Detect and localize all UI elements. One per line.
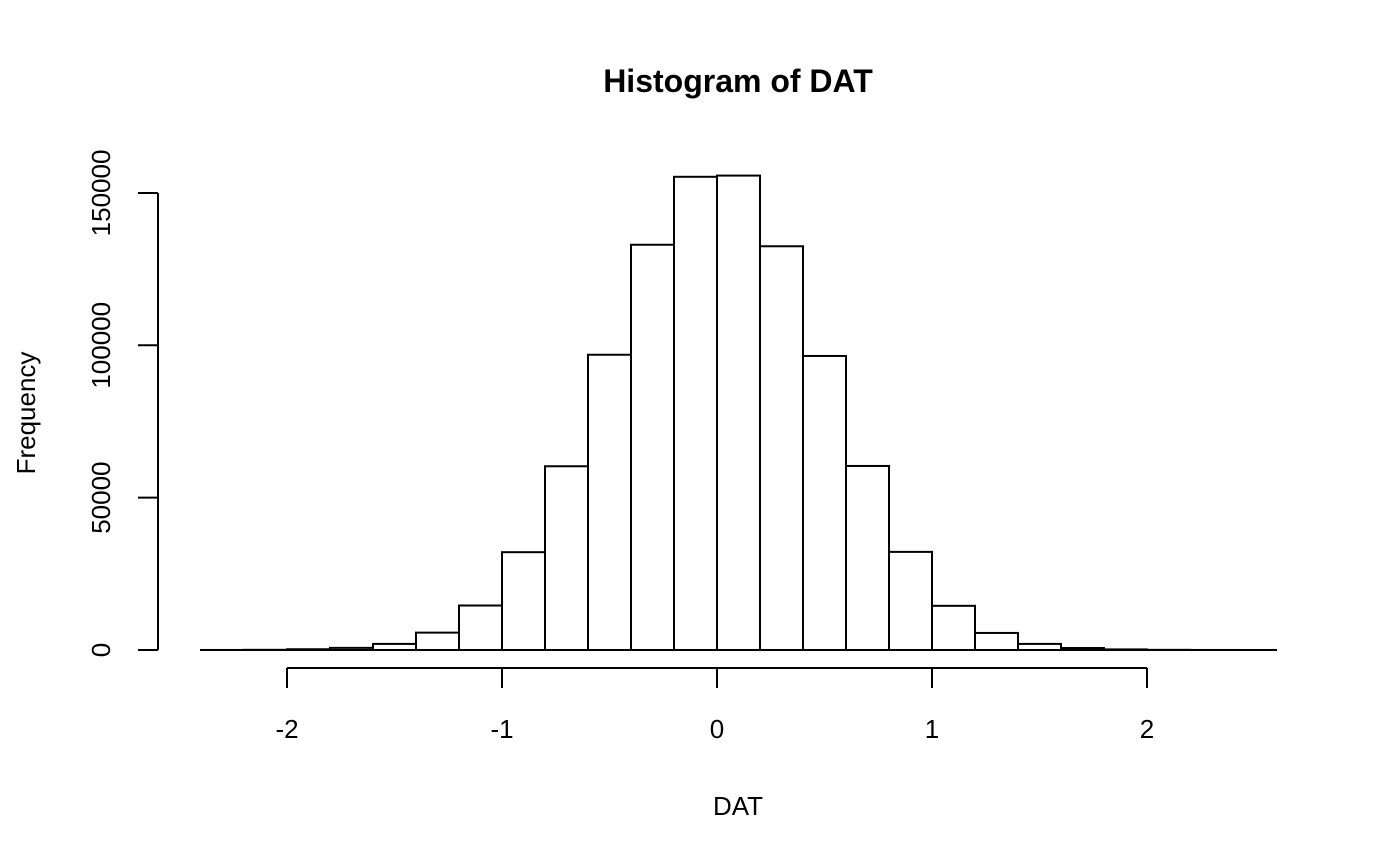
x-axis: -2 -1 0 1 2 [275,667,1154,744]
y-tick-label-0: 0 [86,643,116,657]
bars-group [200,174,1277,652]
histogram-bar-7 [501,551,546,651]
chart-title: Histogram of DAT [603,63,873,99]
x-tick-label-0: -2 [275,714,298,744]
histogram-bar-14 [802,354,847,651]
histogram-bar-11 [673,175,718,652]
histogram-bar-18 [974,631,1019,652]
histogram-bar-5 [415,631,460,652]
histogram-bar-12 [716,174,761,652]
x-tick-label-4: 2 [1140,714,1154,744]
y-tick-label-3: 150000 [86,150,116,237]
y-tick-label-1: 50000 [86,461,116,533]
histogram-bar-8 [544,465,589,651]
histogram-bar-15 [845,464,890,651]
y-axis: 0 50000 100000 150000 [86,150,159,657]
x-tick-label-1: -1 [490,714,513,744]
y-tick-label-2: 100000 [86,302,116,389]
histogram-bar-17 [931,604,976,652]
y-axis-label: Frequency [11,352,41,475]
histogram-bar-10 [630,243,675,651]
x-tick-label-2: 0 [710,714,724,744]
x-axis-label: DAT [713,791,763,821]
x-tick-label-3: 1 [925,714,939,744]
histogram-bar-16 [888,550,933,652]
histogram-bar-9 [587,353,632,651]
histogram-bar-13 [759,245,804,652]
histogram-bar-6 [458,604,503,652]
